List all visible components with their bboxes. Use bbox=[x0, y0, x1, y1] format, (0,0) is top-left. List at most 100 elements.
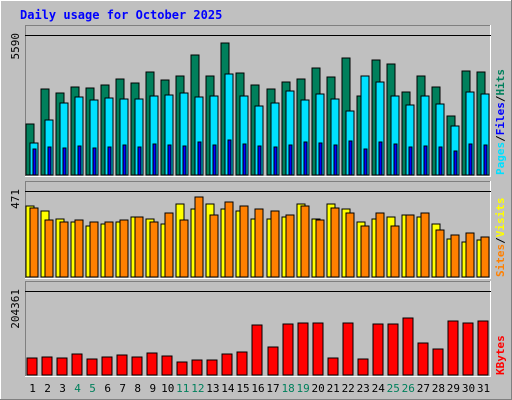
panel-visits-sites: 471 Sites/Visits bbox=[9, 181, 507, 279]
files-bar bbox=[122, 144, 127, 176]
sites-bar bbox=[270, 210, 280, 278]
files-bar bbox=[167, 144, 172, 176]
x-tick-label: 14 bbox=[221, 382, 235, 395]
panel-visits-sites-bars bbox=[25, 196, 490, 278]
kbytes-bar bbox=[432, 348, 444, 376]
files-bar bbox=[273, 146, 278, 176]
kbytes-bar bbox=[267, 346, 279, 376]
files-bar bbox=[62, 147, 67, 176]
sites-bar bbox=[209, 214, 219, 278]
kbytes-bar bbox=[297, 322, 309, 376]
kbytes-bar bbox=[312, 322, 324, 376]
kbytes-bar bbox=[86, 358, 98, 376]
panel-visits-sites-ymax-label: 471 bbox=[9, 189, 22, 209]
x-tick-label: 26 bbox=[402, 382, 415, 395]
sites-bar bbox=[450, 234, 460, 278]
sites-bar bbox=[360, 225, 370, 278]
files-bar bbox=[378, 141, 383, 176]
sites-bar bbox=[330, 207, 340, 278]
files-bar bbox=[47, 146, 52, 176]
sites-bar bbox=[300, 205, 310, 278]
kbytes-bar bbox=[41, 356, 53, 376]
files-bar bbox=[32, 148, 37, 176]
kbytes-bar bbox=[161, 355, 173, 376]
x-tick-label: 27 bbox=[417, 382, 430, 395]
x-tick-label: 23 bbox=[357, 382, 370, 395]
files-bar bbox=[212, 144, 217, 176]
x-tick-label: 18 bbox=[281, 382, 294, 395]
chart-title: Daily usage for October 2025 bbox=[20, 8, 222, 22]
kbytes-bar bbox=[372, 323, 384, 376]
kbytes-bar bbox=[116, 354, 128, 376]
sites-bar bbox=[465, 232, 475, 278]
kbytes-bar bbox=[327, 357, 339, 376]
sites-bar bbox=[224, 201, 234, 278]
x-tick-label: 6 bbox=[104, 382, 111, 395]
kbytes-bar bbox=[251, 324, 263, 376]
kbytes-bar bbox=[462, 322, 474, 376]
x-tick-label: 13 bbox=[206, 382, 219, 395]
x-tick-label: 4 bbox=[74, 382, 81, 395]
x-tick-label: 21 bbox=[327, 382, 340, 395]
x-tick-label: 19 bbox=[296, 382, 309, 395]
sites-bar bbox=[164, 212, 174, 278]
x-tick-label: 1 bbox=[29, 382, 36, 395]
panel-hits-files-pages-legend: Pages/Files/Hits bbox=[494, 69, 507, 175]
legend-separator: / bbox=[494, 135, 507, 142]
x-tick-label: 28 bbox=[432, 382, 445, 395]
kbytes-bar bbox=[236, 351, 248, 376]
files-bar bbox=[333, 144, 338, 176]
files-bar bbox=[137, 146, 142, 176]
x-tick-label: 8 bbox=[134, 382, 141, 395]
files-bar bbox=[152, 143, 157, 176]
sites-bar bbox=[134, 216, 144, 278]
x-tick-label: 17 bbox=[266, 382, 279, 395]
sites-bar bbox=[480, 236, 490, 278]
files-bar bbox=[393, 143, 398, 176]
sites-bar bbox=[345, 212, 355, 278]
sites-bar bbox=[59, 221, 69, 278]
files-bar bbox=[107, 146, 112, 176]
kbytes-bar bbox=[402, 317, 414, 376]
files-bar bbox=[453, 150, 458, 176]
x-tick-label: 7 bbox=[119, 382, 126, 395]
files-bar bbox=[348, 140, 353, 176]
files-bar bbox=[483, 144, 488, 176]
x-tick-label: 22 bbox=[342, 382, 355, 395]
files-bar bbox=[468, 143, 473, 176]
panel-visits-sites-legend: Sites/Visits bbox=[494, 198, 507, 278]
sites-bar bbox=[435, 229, 445, 278]
files-bar bbox=[242, 143, 247, 176]
legend-sites: Sites bbox=[494, 244, 507, 277]
panel-kbytes-legend: KBytes bbox=[494, 335, 507, 375]
kbytes-bar bbox=[417, 342, 429, 376]
sites-bar bbox=[405, 214, 415, 278]
x-tick-label: 25 bbox=[387, 382, 400, 395]
sites-bar bbox=[74, 219, 84, 278]
files-bar bbox=[77, 145, 82, 176]
files-bar bbox=[288, 144, 293, 176]
kbytes-bar bbox=[101, 356, 113, 376]
files-bar bbox=[438, 146, 443, 176]
files-bar bbox=[197, 141, 202, 176]
legend-files: Files bbox=[494, 102, 507, 135]
kbytes-bar bbox=[191, 359, 203, 376]
kbytes-bar bbox=[447, 320, 459, 376]
sites-bar bbox=[44, 219, 54, 278]
panel-kbytes: 204361 KBytes bbox=[9, 281, 507, 377]
sites-bar bbox=[119, 219, 129, 278]
x-tick-label: 12 bbox=[191, 382, 204, 395]
kbytes-bar bbox=[357, 358, 369, 376]
panel-kbytes-ymax-label: 204361 bbox=[9, 289, 22, 329]
kbytes-bar bbox=[26, 357, 38, 376]
files-bar bbox=[257, 145, 262, 176]
x-tick-label: 29 bbox=[447, 382, 460, 395]
sites-bar bbox=[285, 214, 295, 278]
kbytes-bar bbox=[176, 361, 188, 376]
kbytes-bar bbox=[71, 353, 83, 376]
x-tick-label: 20 bbox=[311, 382, 324, 395]
x-tick-label: 9 bbox=[149, 382, 156, 395]
kbytes-bar bbox=[221, 353, 233, 376]
